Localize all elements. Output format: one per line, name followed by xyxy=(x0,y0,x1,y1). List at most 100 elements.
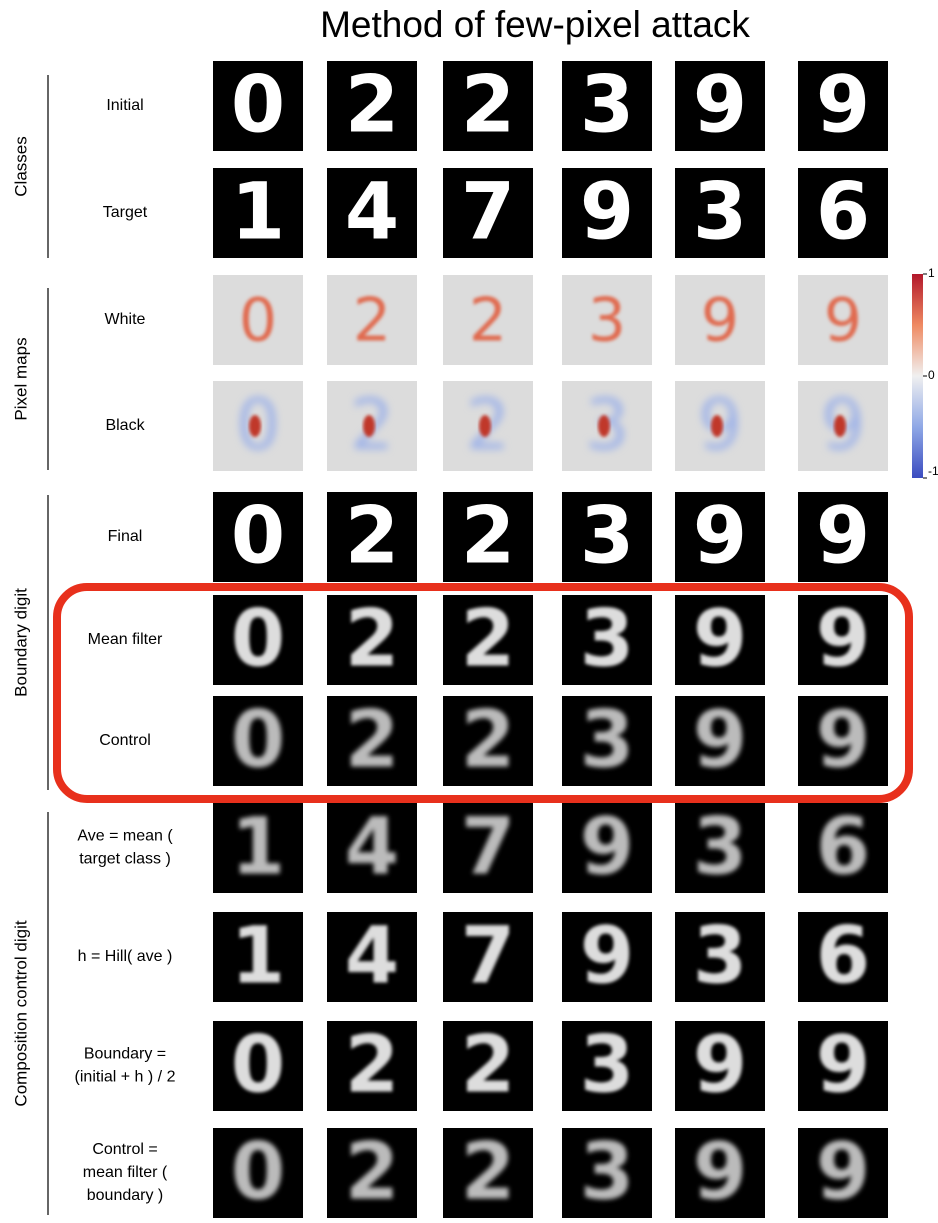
row-label: Control xyxy=(99,732,151,749)
digit-glyph: 1 xyxy=(231,802,285,892)
digit-image: 2 xyxy=(327,60,417,151)
digit-glyph: 3 xyxy=(580,594,634,684)
digit-glyph: 0 xyxy=(231,60,285,150)
digit-image: 0 xyxy=(213,1020,303,1111)
digit-image: 0 xyxy=(213,594,303,685)
figure: Method of few-pixel attack ClassesInitia… xyxy=(0,0,938,1218)
digit-glyph: 2 xyxy=(345,1020,399,1110)
colorbar-tick-label: 1 xyxy=(928,266,935,280)
digit-image: 2 xyxy=(327,1020,417,1111)
digit-image: 2 xyxy=(443,1127,533,1218)
digit-image: 9 xyxy=(798,60,888,151)
digit-glyph: 2 xyxy=(353,286,391,356)
hot-spot xyxy=(598,415,610,437)
digit-glyph: 9 xyxy=(580,167,634,257)
digit-glyph: 3 xyxy=(588,286,626,356)
digit-image: 9 xyxy=(675,60,765,151)
group-label: Classes xyxy=(11,136,30,196)
digit-glyph: 9 xyxy=(693,695,747,785)
digit-image: 3 xyxy=(562,275,652,365)
digit-image: 3 xyxy=(675,802,765,893)
digit-glyph: 4 xyxy=(345,167,399,257)
digit-glyph: 3 xyxy=(580,1020,634,1110)
digit-glyph: 9 xyxy=(693,594,747,684)
digit-glyph: 3 xyxy=(693,911,747,1001)
digit-image: 2 xyxy=(327,381,417,471)
digit-image: 7 xyxy=(443,911,533,1002)
digit-image: 9 xyxy=(675,275,765,365)
hot-spot xyxy=(479,415,491,437)
digit-image: 2 xyxy=(443,275,533,365)
digit-glyph: 3 xyxy=(580,491,634,581)
digit-image: 2 xyxy=(443,491,533,582)
digit-glyph: 7 xyxy=(461,802,515,892)
digit-image: 2 xyxy=(443,1020,533,1111)
digit-image: 4 xyxy=(327,802,417,893)
digit-image: 1 xyxy=(213,167,303,258)
digit-image: 9 xyxy=(675,594,765,685)
digit-image: 9 xyxy=(675,695,765,786)
digit-image: 0 xyxy=(213,695,303,786)
digit-image: 2 xyxy=(443,695,533,786)
digit-image: 3 xyxy=(675,167,765,258)
digit-image: 3 xyxy=(562,60,652,151)
digit-glyph: 6 xyxy=(816,802,870,892)
digit-image: 0 xyxy=(213,491,303,582)
digit-image: 2 xyxy=(327,275,417,365)
digit-image: 2 xyxy=(443,60,533,151)
digit-image: 0 xyxy=(213,381,303,471)
group-label: Pixel maps xyxy=(11,337,30,420)
digit-glyph: 2 xyxy=(461,491,515,581)
digit-image: 2 xyxy=(327,1127,417,1218)
row-label: Control = xyxy=(92,1141,157,1158)
digit-glyph: 2 xyxy=(345,491,399,581)
digit-image: 4 xyxy=(327,911,417,1002)
row-label: Initial xyxy=(106,97,143,114)
digit-glyph: 9 xyxy=(816,1127,870,1217)
digit-image: 9 xyxy=(798,275,888,365)
digit-glyph: 0 xyxy=(239,286,277,356)
digit-glyph: 9 xyxy=(816,491,870,581)
digit-image: 0 xyxy=(213,60,303,151)
digit-image: 3 xyxy=(562,1020,652,1111)
digit-image: 4 xyxy=(327,167,417,258)
row-label: (initial + h ) / 2 xyxy=(75,1069,176,1086)
digit-image: 1 xyxy=(213,802,303,893)
digit-image: 9 xyxy=(562,802,652,893)
digit-glyph: 0 xyxy=(231,594,285,684)
digit-image: 1 xyxy=(213,911,303,1002)
digit-glyph: 0 xyxy=(231,1020,285,1110)
digit-glyph: 2 xyxy=(345,695,399,785)
digit-image: 9 xyxy=(798,1020,888,1111)
digit-glyph: 2 xyxy=(461,1127,515,1217)
digit-glyph: 9 xyxy=(580,802,634,892)
digit-glyph: 2 xyxy=(461,695,515,785)
digit-image: 7 xyxy=(443,802,533,893)
digit-image: 2 xyxy=(443,381,533,471)
digit-image: 6 xyxy=(798,802,888,893)
row-label: Final xyxy=(108,528,143,545)
digit-glyph: 6 xyxy=(816,167,870,257)
digit-glyph: 3 xyxy=(693,167,747,257)
digit-glyph: 2 xyxy=(345,594,399,684)
colorbar-tick-label: -1 xyxy=(928,464,938,478)
digit-image: 9 xyxy=(562,167,652,258)
digit-glyph: 1 xyxy=(231,911,285,1001)
digit-glyph: 9 xyxy=(816,695,870,785)
digit-glyph: 3 xyxy=(580,1127,634,1217)
row-label: h = Hill( ave ) xyxy=(78,948,173,965)
hot-spot xyxy=(834,415,846,437)
digit-glyph: 2 xyxy=(345,1127,399,1217)
digit-image: 9 xyxy=(798,1127,888,1218)
digit-glyph: 4 xyxy=(345,911,399,1001)
digit-image: 3 xyxy=(562,594,652,685)
digit-image: 3 xyxy=(675,911,765,1002)
digit-image: 2 xyxy=(327,491,417,582)
group-label: Composition control digit xyxy=(11,920,30,1106)
digit-glyph: 7 xyxy=(461,911,515,1001)
hot-spot xyxy=(249,415,261,437)
digit-image: 6 xyxy=(798,167,888,258)
row-label: target class ) xyxy=(79,851,171,868)
digit-glyph: 3 xyxy=(580,60,634,150)
digit-glyph: 9 xyxy=(693,1127,747,1217)
